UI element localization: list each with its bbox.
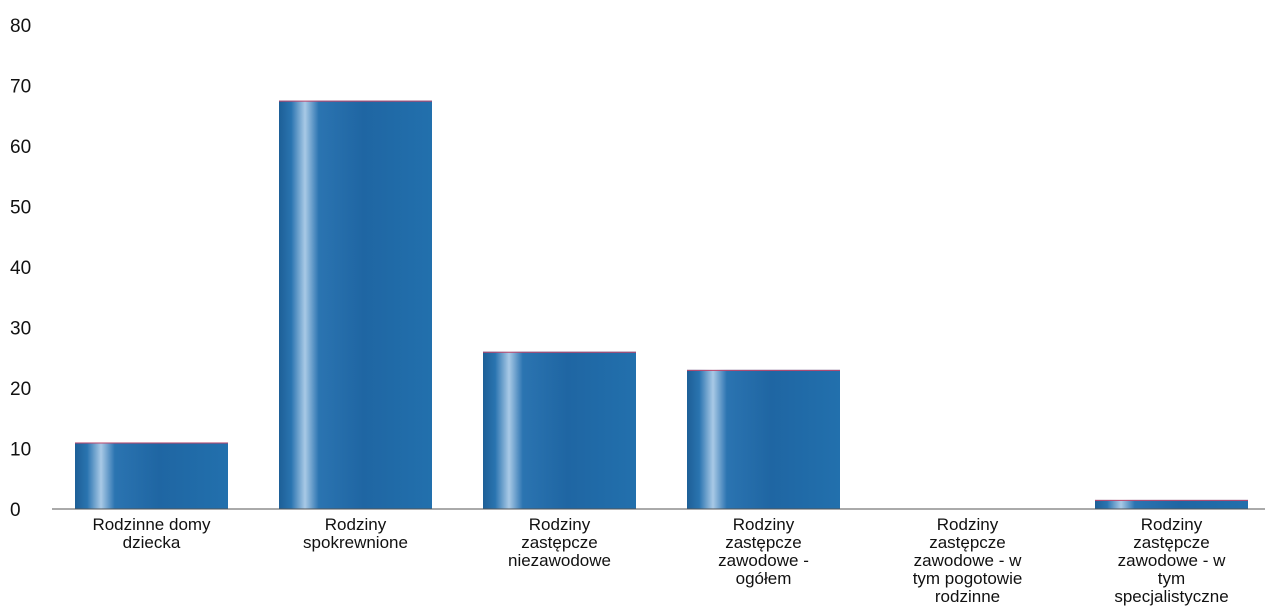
bar: [75, 442, 228, 509]
x-category-label-line: Rodziny: [733, 515, 795, 534]
x-category-label-line: zawodowe -: [718, 551, 809, 570]
y-tick-label: 40: [10, 258, 31, 279]
x-category-label-line: tym pogotowie: [913, 569, 1023, 588]
x-category-label-line: zastępcze: [725, 533, 802, 552]
x-category-label: Rodziny spokrewnione: [303, 515, 408, 552]
y-tick-label: 50: [10, 198, 31, 219]
y-axis-tick-labels: 0 10 20 30 40 50 60 70 80: [10, 16, 31, 521]
y-tick-label: 20: [10, 379, 31, 400]
y-tick-label: 30: [10, 319, 31, 340]
x-category-label: Rodzinne domy dziecka: [92, 515, 211, 552]
x-category-label-line: niezawodowe: [508, 551, 611, 570]
x-category-label-line: zastępcze: [521, 533, 598, 552]
x-category-label: Rodziny zastępcze zawodowe - w tym pogotowi…: [913, 515, 1023, 606]
x-category-label-line: tym: [1158, 569, 1185, 588]
y-tick-label: 80: [10, 16, 31, 37]
x-category-label-line: zastępcze: [1133, 533, 1210, 552]
x-category-label: Rodziny zastępcze zawodowe - w tym specjalis…: [1114, 515, 1228, 606]
x-category-label-line: Rodziny: [529, 515, 591, 534]
y-tick-label: 0: [10, 500, 21, 521]
x-category-label-line: spokrewnione: [303, 533, 408, 552]
x-category-label: Rodziny zastępcze zawodowe -ogółem: [718, 515, 809, 588]
x-category-label-line: zawodowe - w: [914, 551, 1022, 570]
bars: [75, 100, 1248, 509]
x-category-label-line: ogółem: [736, 569, 792, 588]
bar: [279, 100, 432, 509]
bar: [687, 369, 840, 509]
x-category-label-line: Rodziny: [937, 515, 999, 534]
x-category-label-line: specjalistyczne: [1114, 587, 1228, 606]
x-category-label-line: Rodzinne domy: [92, 515, 211, 534]
y-tick-label: 10: [10, 440, 31, 461]
x-category-label-line: zastępcze: [929, 533, 1006, 552]
bar: [483, 351, 636, 509]
y-tick-label: 60: [10, 137, 31, 158]
x-category-label-line: dziecka: [123, 533, 181, 552]
x-category-label: Rodziny zastępcze niezawodowe: [508, 515, 611, 570]
x-category-label-line: Rodziny: [325, 515, 387, 534]
x-category-label-line: zawodowe - w: [1118, 551, 1226, 570]
x-category-label-line: Rodziny: [1141, 515, 1203, 534]
x-category-label-line: rodzinne: [935, 587, 1000, 606]
y-tick-label: 70: [10, 77, 31, 98]
bar: [1095, 499, 1248, 509]
